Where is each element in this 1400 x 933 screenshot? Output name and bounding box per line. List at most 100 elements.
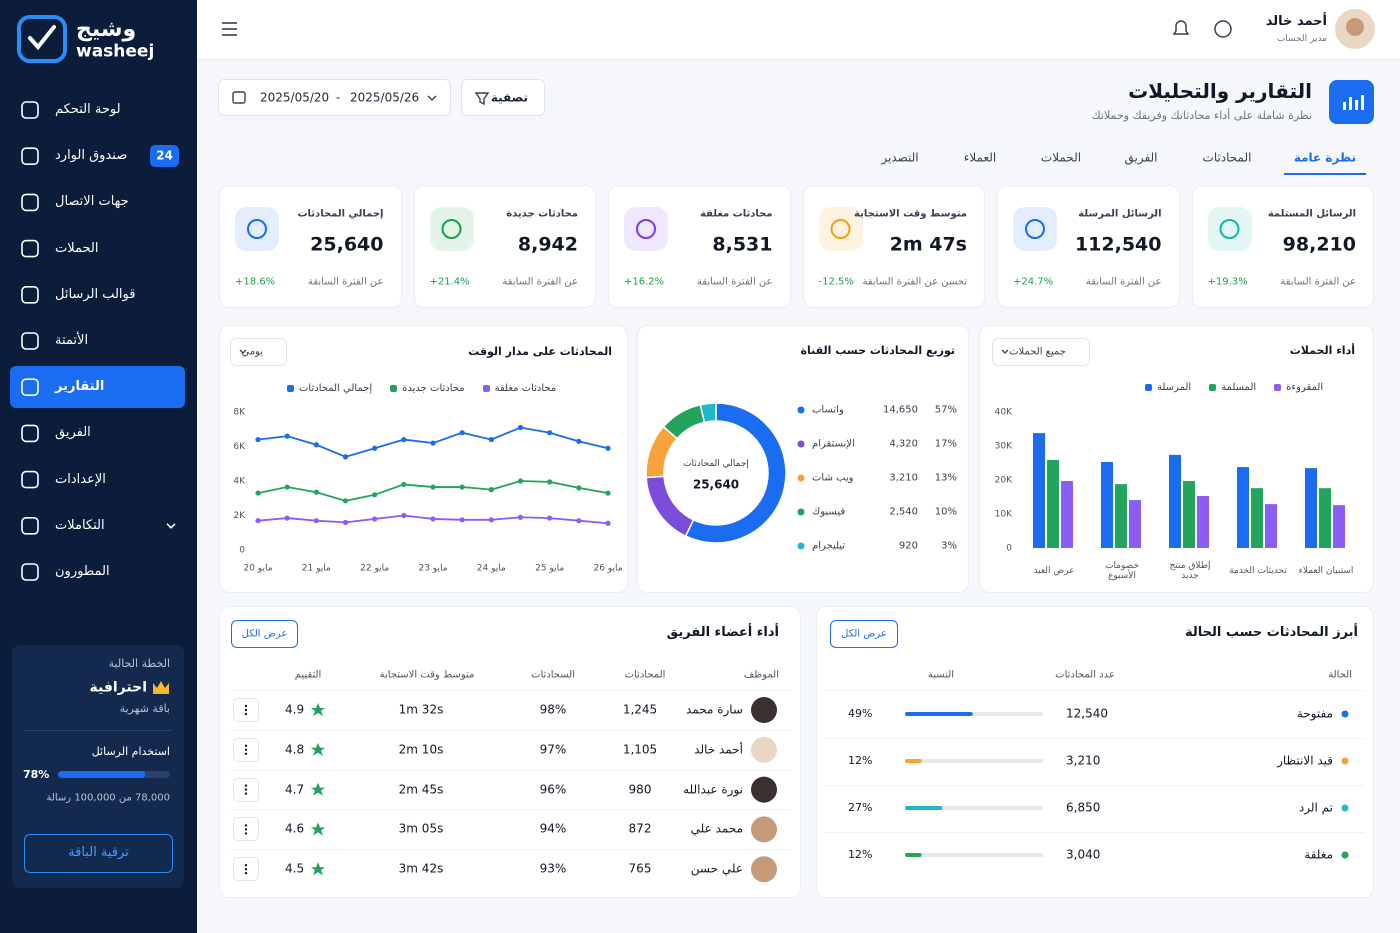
table-cell: سارة محمد [685, 702, 743, 717]
legend-item: المقروءة [1274, 382, 1323, 393]
nav-label[interactable]: جهات الاتصال [55, 194, 129, 210]
chart-dropdown-label[interactable]: جميع الحملات [1009, 346, 1066, 358]
kpi-change: +24.7% [1013, 276, 1054, 288]
plan-name: احترافية [89, 679, 147, 696]
table-cell: 3m 05s [398, 821, 444, 836]
view-all-button[interactable] [830, 620, 898, 648]
kpi-value: 98,210 [1282, 233, 1356, 256]
status-percent: 12% [848, 753, 873, 767]
nav-label[interactable]: التكاملات [55, 517, 105, 533]
legend-label: المقروءة [1286, 382, 1324, 393]
nav-item[interactable] [10, 412, 185, 454]
legend-label: محادثات مغلقة [494, 383, 557, 394]
upgrade-button[interactable] [24, 834, 173, 873]
user-name: أحمد خالد [1265, 13, 1327, 29]
column-header: التقييم [294, 669, 322, 681]
pie-percent-label: 3% [941, 540, 957, 552]
status-count: 3,210 [1066, 753, 1101, 768]
upgrade-label[interactable]: ترقية الباقة [68, 844, 129, 860]
pie-value-label: 14,650 [883, 404, 918, 416]
plan-divider [24, 730, 172, 731]
pie-legend-label: واتساب [812, 404, 844, 416]
nav-label[interactable]: الحملات [55, 240, 99, 256]
kpi-value: 112,540 [1074, 233, 1162, 256]
nav-label[interactable]: التقارير [55, 379, 105, 395]
legend-label: المرسلة [1157, 382, 1192, 393]
table-cell: 4.6 [285, 821, 305, 836]
nav-label[interactable]: لوحة التحكم [55, 101, 121, 117]
nav-label[interactable]: الأتمتة [55, 332, 89, 348]
nav-item[interactable] [10, 320, 185, 362]
kpi-card [1191, 185, 1374, 308]
row-divider [826, 785, 1364, 786]
row-menu[interactable] [233, 777, 259, 802]
page-icon [1329, 80, 1374, 124]
row-menu[interactable] [233, 817, 259, 842]
chart-dropdown-label[interactable]: يومي [241, 346, 263, 358]
view-all-label[interactable]: عرض الكل [241, 628, 288, 640]
user-role: مدير الحساب [1276, 34, 1327, 45]
tab[interactable]: العملاء [963, 150, 997, 165]
table-title: أبرز المحادثات حسب الحالة [1185, 624, 1358, 640]
table-cell: 3m 42s [398, 861, 444, 876]
pie-percent-label: 13% [934, 472, 957, 484]
column-header: عدد المحادثات [1055, 669, 1115, 681]
x-tick-label: تحديثات الخدمة [1229, 566, 1287, 577]
table-title: أداء أعضاء الفريق [666, 624, 779, 640]
row-divider [229, 690, 791, 691]
status-label: مغلقة [1304, 847, 1333, 862]
date-to: 2025/05/26 [350, 90, 420, 105]
kpi-change: +16.2% [624, 276, 665, 288]
pie-value-label: 4,320 [889, 438, 918, 450]
brand-name: وشيج [76, 16, 137, 42]
tab[interactable]: الفريق [1124, 150, 1158, 165]
legend-swatch [1274, 383, 1282, 391]
tab[interactable]: نظرة عامة [1293, 150, 1357, 165]
date-separator: - [335, 90, 341, 105]
kpi-change: +18.6% [235, 276, 276, 288]
row-menu[interactable] [233, 857, 259, 882]
legend-item: المرسلة [1145, 382, 1191, 393]
nav-label[interactable]: الفريق [55, 425, 91, 441]
nav-label[interactable]: المطورون [55, 563, 110, 579]
kpi-change: -12.5% [818, 276, 854, 288]
pie-percent-label: 10% [934, 506, 957, 518]
tab[interactable]: التصدير [881, 150, 919, 165]
view-all-button[interactable] [231, 620, 298, 648]
menu-button[interactable] [215, 17, 243, 41]
date-from: 2025/05/20 [260, 90, 330, 105]
date-range[interactable] [218, 79, 451, 116]
legend-swatch [287, 384, 294, 392]
status-count: 6,850 [1066, 800, 1101, 815]
view-all-label[interactable]: عرض الكل [841, 628, 887, 640]
kpi-label: محادثات مغلقة [699, 208, 773, 220]
legend-swatch [1145, 383, 1152, 391]
chart-dropdown[interactable] [230, 338, 287, 366]
tab[interactable]: المحادثات [1202, 150, 1252, 165]
table-cell: 96% [539, 782, 567, 796]
legend-label: إجمالي المحادثات [299, 383, 373, 394]
nav-label[interactable]: الإعدادات [55, 471, 106, 487]
kpi-change: +19.3% [1207, 276, 1248, 288]
nav-item[interactable] [10, 366, 185, 409]
status-card [816, 606, 1374, 898]
tab[interactable]: الحملات [1040, 150, 1082, 165]
table-cell: 872 [628, 821, 652, 836]
x-tick-label: خصومات الأسبوع [1104, 561, 1140, 581]
table-cell: أحمد خالد [694, 742, 743, 757]
filter-label[interactable]: تصفية [490, 90, 528, 105]
row-divider [826, 738, 1364, 739]
row-divider [229, 809, 791, 811]
table-cell: 4.7 [285, 782, 305, 796]
row-menu[interactable] [233, 698, 259, 722]
legend-swatch [390, 384, 398, 392]
row-divider [826, 832, 1364, 833]
row-menu[interactable] [233, 737, 259, 762]
pie-value-label: 920 [898, 540, 918, 552]
line-chart-card [219, 325, 628, 593]
nav-label[interactable]: صندوق الوارد [55, 148, 128, 164]
legend-item: المسلمة [1209, 382, 1256, 393]
nav-label[interactable]: قوالب الرسائل [55, 286, 136, 302]
kpi-label: إجمالي المحادثات [297, 208, 384, 220]
kpi-icon [235, 207, 279, 251]
